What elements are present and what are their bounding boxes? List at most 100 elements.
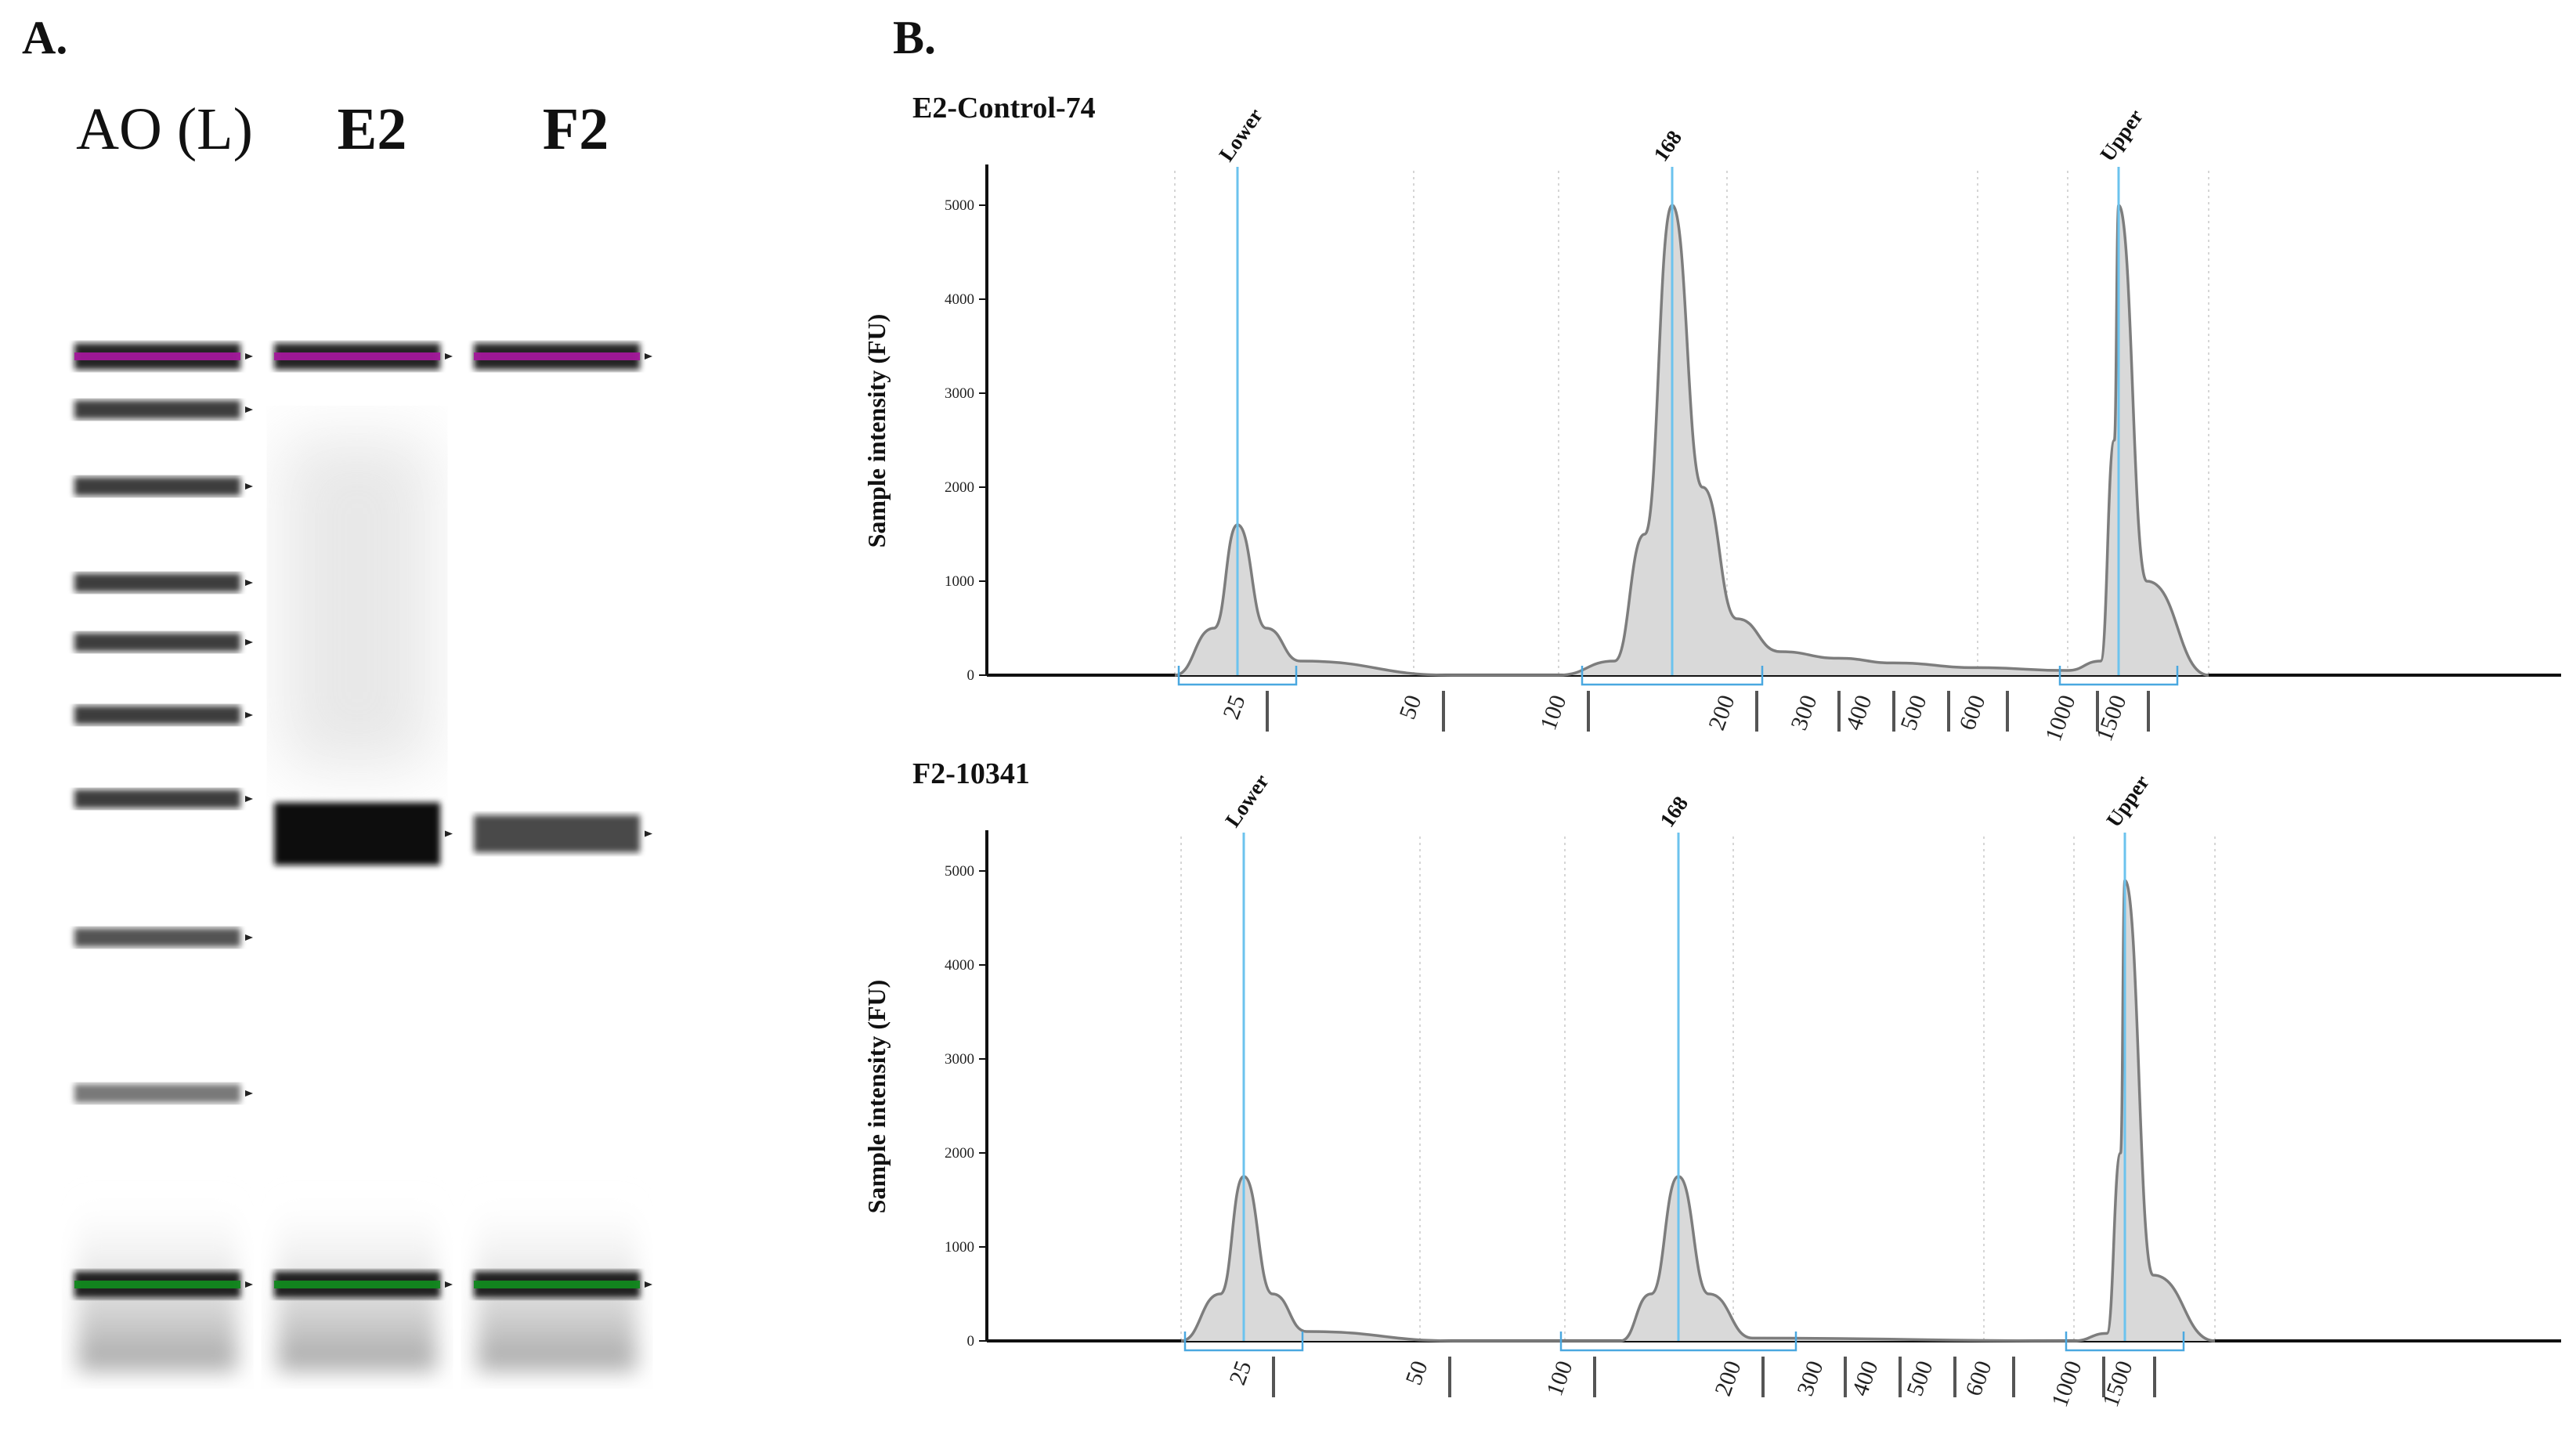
x-tick-label: 400 [1847, 1357, 1883, 1400]
x-tick-label: 600 [1960, 1357, 1996, 1400]
ladder-band-tick [245, 353, 253, 360]
ladder-band [74, 477, 253, 496]
panel-b-label: B. [893, 12, 937, 63]
y-axis-label: Sample intensity (FU) [862, 980, 891, 1214]
x-tick-label: 200 [1710, 1357, 1746, 1400]
y-tick-label: 1000 [945, 573, 974, 590]
y-axis-label: Sample intensity (FU) [862, 314, 891, 548]
y-tick-label: 1000 [945, 1239, 974, 1256]
x-tick-label: 400 [1841, 692, 1877, 734]
peak-bracket [1581, 666, 1764, 686]
y-tick-label: 2000 [945, 479, 974, 496]
x-tick-label: 200 [1703, 692, 1740, 734]
upper-marker-stripe [274, 352, 440, 360]
ladder-band [74, 1084, 253, 1103]
ladder-band-body [74, 477, 240, 496]
ladder-band [74, 706, 253, 724]
x-tick-label: 500 [1902, 1357, 1938, 1400]
peak-bracket [1177, 666, 1298, 686]
chart-title: E2-Control-74 [912, 92, 1096, 125]
y-tick-label: 3000 [945, 385, 974, 402]
upper-marker-stripe [474, 352, 640, 360]
gel-image [74, 343, 652, 1371]
ladder-band-tick [245, 407, 253, 413]
peak-label: Upper [2095, 105, 2148, 165]
x-tick-label: 300 [1792, 1357, 1828, 1400]
e2-smear [282, 439, 432, 768]
peak-label: Lower [1220, 770, 1274, 832]
y-tick-label: 3000 [945, 1051, 974, 1068]
ladder-band [74, 790, 253, 808]
y-tick-label: 4000 [945, 291, 974, 308]
x-tick-label: 600 [1954, 692, 1990, 734]
peak-label: 168 [1655, 792, 1693, 831]
peak-label: Lower [1214, 104, 1267, 166]
ladder-band-tick [245, 1090, 253, 1097]
x-tick-label: 50 [1394, 692, 1426, 722]
lower-marker-band-tick [645, 1281, 652, 1288]
ladder-band-tick [245, 712, 253, 718]
ladder-band-body [74, 790, 240, 808]
lower-marker-stripe [474, 1281, 640, 1288]
ladder-band-tick [245, 483, 253, 490]
ladder-band [74, 928, 253, 947]
x-tick-label: 50 [1400, 1357, 1433, 1388]
curve-line [1180, 879, 2216, 1342]
ladder-band-tick [245, 934, 253, 941]
x-tick-label: 25 [1224, 1357, 1256, 1388]
peak-label: Upper [2101, 771, 2154, 831]
x-tick-label: 500 [1895, 692, 1931, 734]
ladder-band-body [74, 1084, 240, 1103]
ladder-band [74, 633, 253, 652]
ladder-band [74, 400, 253, 419]
y-tick-label: 0 [967, 1333, 975, 1350]
peak-label: 168 [1649, 126, 1686, 165]
x-tick-label: 100 [1541, 1357, 1577, 1400]
ladder-band-body [74, 706, 240, 724]
sample-band-e2-tick [445, 830, 453, 837]
y-tick-label: 5000 [945, 197, 974, 214]
sample-band-f2-body [474, 815, 640, 853]
y-tick-label: 4000 [945, 957, 974, 974]
lower-marker-stripe [74, 1281, 240, 1288]
curve-area [1175, 205, 2209, 675]
peak-bracket [1559, 1332, 1797, 1352]
electropherogram-e2: E2-Control-74 0 1000 2000 3000 4000 5000 Sample… [862, 92, 2561, 745]
ladder-band-tick [245, 796, 253, 802]
x-tick-label: 1000 [2040, 692, 2081, 745]
lane-label-e2: E2 [337, 96, 407, 162]
sample-band-e2-body [274, 802, 440, 865]
x-tick-label: 300 [1786, 692, 1822, 734]
ladder-band-body [74, 400, 240, 419]
x-tick-label: 100 [1535, 692, 1571, 734]
upper-marker-band-tick [645, 353, 652, 360]
x-tick-label: 1000 [2047, 1357, 2087, 1411]
lower-marker-band-tick [445, 1281, 453, 1288]
lane-label-f2: F2 [542, 96, 609, 162]
sample-band-f2 [474, 815, 652, 853]
chart-title: F2-10341 [912, 757, 1030, 790]
ladder-band-tick [245, 639, 253, 645]
sample-band-f2-tick [645, 830, 652, 837]
peak-bracket [2058, 666, 2179, 686]
y-tick-label: 5000 [945, 863, 974, 880]
ladder-band-body [74, 928, 240, 947]
electropherogram-f2: F2-10341 0 1000 2000 3000 4000 5000 Sample inte… [862, 757, 2561, 1411]
peak-bracket [1183, 1332, 1304, 1352]
peak-bracket [2065, 1332, 2185, 1352]
ladder-band-body [74, 573, 240, 592]
ladder-band-tick [245, 1281, 253, 1288]
ladder-band-body [74, 633, 240, 652]
lower-marker-stripe [274, 1281, 440, 1288]
panel-a-label: A. [22, 12, 68, 63]
ladder-band [74, 573, 253, 592]
ladder-band-tick [245, 580, 253, 586]
panel-a: A. AO (L) E2 F2 [0, 0, 783, 1449]
y-tick-label: 0 [967, 667, 975, 684]
upper-marker-band-tick [445, 353, 453, 360]
curve-line [1174, 204, 2209, 677]
sample-band-e2 [274, 802, 453, 865]
y-tick-label: 2000 [945, 1145, 974, 1162]
upper-marker-stripe [74, 352, 240, 360]
lane-label-ladder: AO (L) [76, 96, 253, 162]
